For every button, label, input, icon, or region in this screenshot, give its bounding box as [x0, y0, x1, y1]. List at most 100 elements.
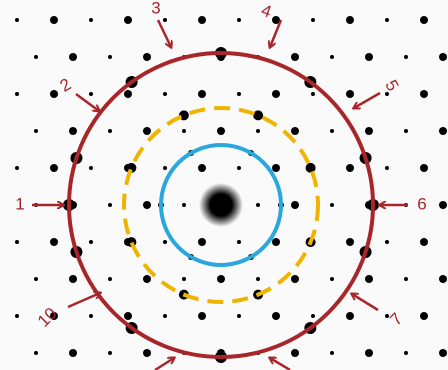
spot — [163, 314, 167, 318]
spot — [34, 55, 38, 59]
spot — [330, 277, 334, 281]
spot — [330, 129, 334, 133]
spot — [237, 240, 241, 244]
spot — [385, 166, 389, 170]
central-spot — [199, 183, 243, 227]
spot — [420, 238, 428, 246]
spot — [256, 203, 260, 207]
spot — [163, 18, 167, 22]
spot — [182, 277, 186, 281]
spot — [163, 240, 167, 244]
spot — [272, 312, 280, 320]
spot — [34, 277, 38, 281]
spot — [291, 201, 299, 209]
spot — [439, 349, 447, 357]
spot — [108, 203, 112, 207]
spot — [404, 129, 408, 133]
spot — [50, 164, 58, 172]
spot — [89, 92, 93, 96]
spot — [272, 164, 280, 172]
spot — [163, 166, 167, 170]
spot — [311, 18, 315, 22]
spot — [330, 351, 334, 355]
spot — [143, 53, 151, 61]
spot — [420, 312, 428, 320]
spot — [439, 275, 447, 283]
spot — [198, 238, 206, 246]
spot — [15, 314, 19, 318]
spot — [50, 238, 58, 246]
spot — [108, 351, 112, 355]
spot — [420, 164, 428, 172]
spot — [404, 351, 408, 355]
spot — [124, 312, 132, 320]
spot — [311, 92, 315, 96]
spot — [69, 127, 77, 135]
spot — [385, 18, 389, 22]
spot — [15, 240, 19, 244]
spot — [217, 127, 225, 135]
label: 3 — [151, 0, 160, 17]
spot — [15, 18, 19, 22]
spot — [365, 349, 373, 357]
spot — [420, 90, 428, 98]
spot — [330, 203, 334, 207]
spot — [291, 53, 299, 61]
spot — [365, 53, 373, 61]
spot — [143, 127, 151, 135]
spot — [182, 129, 186, 133]
spot — [69, 349, 77, 357]
spot — [89, 314, 93, 318]
spot — [346, 90, 354, 98]
spot — [237, 314, 241, 318]
spot — [163, 92, 167, 96]
spot — [15, 92, 19, 96]
spot — [124, 90, 132, 98]
spot — [50, 90, 58, 98]
spot — [237, 166, 241, 170]
spot — [34, 351, 38, 355]
spot — [346, 16, 354, 24]
spot — [50, 16, 58, 24]
spot — [198, 164, 206, 172]
spot — [291, 349, 299, 357]
spot — [108, 55, 112, 59]
spot — [311, 314, 315, 318]
spot — [385, 240, 389, 244]
spot — [439, 53, 447, 61]
spot — [237, 18, 241, 22]
spot — [256, 129, 260, 133]
spot — [124, 16, 132, 24]
spot — [256, 277, 260, 281]
spot — [346, 238, 354, 246]
spot — [217, 275, 225, 283]
spot — [291, 127, 299, 135]
spot — [198, 16, 206, 24]
spot — [108, 277, 112, 281]
spot — [237, 92, 241, 96]
spot — [291, 275, 299, 283]
spot — [108, 129, 112, 133]
spot — [420, 16, 428, 24]
spot — [69, 275, 77, 283]
spot — [404, 277, 408, 281]
spot — [34, 129, 38, 133]
spot — [272, 90, 280, 98]
spot — [143, 201, 151, 209]
spot — [89, 18, 93, 22]
spot — [346, 164, 354, 172]
spot — [89, 166, 93, 170]
spot — [439, 127, 447, 135]
spot — [143, 349, 151, 357]
spot — [198, 90, 206, 98]
label: 1 — [15, 194, 24, 213]
spot — [89, 240, 93, 244]
spot — [69, 53, 77, 61]
spot — [198, 312, 206, 320]
spot — [404, 55, 408, 59]
spot — [182, 203, 186, 207]
spot — [272, 238, 280, 246]
label: 6 — [417, 194, 426, 213]
spot — [15, 166, 19, 170]
spot — [365, 275, 373, 283]
